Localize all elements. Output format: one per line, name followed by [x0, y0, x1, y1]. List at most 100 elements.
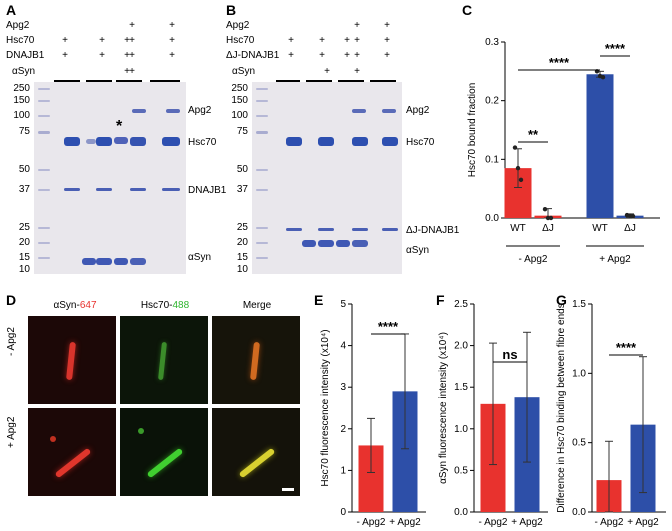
chart-g: 0.0 0.5 1.0 1.5 Difference in Hsc70 binding … — [556, 299, 666, 528]
row-label-apg2: Apg2 — [226, 20, 250, 31]
panel-label-b: B — [226, 2, 237, 18]
bar — [586, 74, 614, 219]
significance-label: **** — [616, 340, 637, 355]
micro-title-asyn: αSyn-647 — [30, 300, 120, 311]
lane-bracket — [338, 80, 364, 82]
row-label-dnajb1: DNAJB1 — [6, 50, 45, 61]
panel-label-e: E — [314, 292, 324, 308]
mw-marker: 10 — [236, 264, 248, 275]
y-tick-label: 0.0 — [572, 507, 586, 518]
micro-title-asyn-dye: 647 — [79, 300, 97, 311]
lane-bracket — [86, 80, 112, 82]
y-tick-label: 1.0 — [454, 424, 468, 435]
mw-marker: 15 — [236, 252, 248, 263]
mw-marker: 75 — [236, 126, 248, 137]
significance-label: ** — [528, 127, 539, 142]
micro-title-merge: Merge — [242, 300, 272, 311]
y-tick-label: 0.0 — [454, 507, 468, 518]
y-tick-label: 1.0 — [572, 368, 586, 379]
sign: + — [384, 50, 390, 61]
mw-marker: 10 — [18, 264, 30, 275]
sign: + — [169, 35, 175, 46]
x-tick-label: - Apg2 — [595, 517, 624, 528]
gel-image — [252, 82, 402, 274]
data-point — [518, 177, 524, 183]
lane-bracket — [54, 80, 80, 82]
chart-e: 0 1 2 3 4 5 Hsc70 fluorescence intensity (x10⁴… — [320, 299, 426, 528]
sign: + — [129, 20, 135, 31]
y-tick-label: 0.1 — [485, 154, 499, 165]
data-point — [600, 75, 606, 80]
x-tick-label: - Apg2 — [479, 517, 508, 528]
y-tick-label: 0.5 — [572, 438, 586, 449]
panel-label-a: A — [6, 2, 17, 18]
panel-label-c: C — [462, 2, 473, 18]
band-label-dj-dnajb1: ΔJ-DNAJB1 — [406, 225, 460, 236]
sign: + — [169, 50, 175, 61]
y-tick-label: 5 — [340, 299, 346, 310]
micro-hsc70-minus — [120, 316, 208, 404]
data-point — [630, 214, 636, 219]
panel-label-g: G — [556, 292, 567, 308]
y-axis-label: Hsc70 fluorescence intensity (x10⁴) — [320, 329, 331, 486]
data-point — [548, 215, 554, 221]
sign: + — [384, 35, 390, 46]
sign: + — [324, 66, 330, 77]
y-tick-label: 0.0 — [485, 213, 499, 224]
mw-marker: 100 — [231, 110, 248, 121]
row-label-asyn: αSyn — [232, 66, 256, 77]
band-label-apg2: Apg2 — [406, 105, 430, 116]
band-label-hsc70: Hsc70 — [188, 137, 217, 148]
sign: + — [384, 20, 390, 31]
x-tick-label: WT — [592, 223, 608, 234]
y-tick-label: 4 — [340, 341, 346, 352]
y-tick-label: 2.5 — [454, 299, 468, 310]
row-label-apg2: Apg2 — [6, 20, 30, 31]
mw-marker: 50 — [18, 164, 30, 175]
significance-label: **** — [378, 319, 399, 334]
mw-marker: 250 — [231, 83, 248, 94]
panel-label-d: D — [6, 292, 17, 308]
lane-bracket — [370, 80, 396, 82]
row-label-hsc70: Hsc70 — [226, 35, 255, 46]
sign: + — [124, 50, 130, 61]
sign: + — [129, 66, 135, 77]
lane-bracket — [150, 80, 180, 82]
significance-label: **** — [549, 55, 570, 70]
sign: + — [319, 50, 325, 61]
x-tick-label: WT — [510, 223, 526, 234]
sign: + — [62, 50, 68, 61]
micro-title-hsc70: Hsc70-488 — [120, 300, 210, 311]
micro-title-hsc70-name: Hsc70- — [140, 300, 173, 311]
band-label-asyn: αSyn — [188, 252, 212, 263]
sign: + — [129, 35, 135, 46]
y-axis-label: αSyn fluorescence intensity (x10⁴) — [438, 332, 449, 484]
mw-marker: 150 — [231, 95, 248, 106]
sign: + — [354, 66, 360, 77]
y-tick-label: 1.5 — [454, 382, 468, 393]
mw-marker: 20 — [236, 237, 248, 248]
lane-bracket — [116, 80, 142, 82]
sign: + — [124, 66, 130, 77]
sign: + — [354, 50, 360, 61]
x-tick-label: + Apg2 — [511, 517, 543, 528]
mw-marker: 25 — [236, 222, 248, 233]
sign: + — [354, 35, 360, 46]
data-point — [512, 145, 518, 150]
y-axis-label: Difference in Hsc70 binding between fibr… — [556, 303, 567, 512]
data-point — [515, 165, 521, 171]
mw-marker: 50 — [236, 164, 248, 175]
y-tick-label: 0.3 — [485, 37, 499, 48]
micro-title-asyn-name: αSyn- — [53, 300, 80, 311]
gel-image — [34, 82, 186, 274]
micro-row-plus: + Apg2 — [6, 416, 17, 448]
micro-asyn-plus — [28, 408, 116, 496]
y-tick-label: 0 — [340, 507, 346, 518]
mw-marker: 37 — [236, 184, 248, 195]
micro-title-hsc70-dye: 488 — [172, 300, 190, 311]
panel-label-f: F — [436, 292, 445, 308]
y-tick-label: 1 — [340, 465, 346, 476]
sign: + — [169, 20, 175, 31]
y-tick-label: 2 — [340, 424, 346, 435]
